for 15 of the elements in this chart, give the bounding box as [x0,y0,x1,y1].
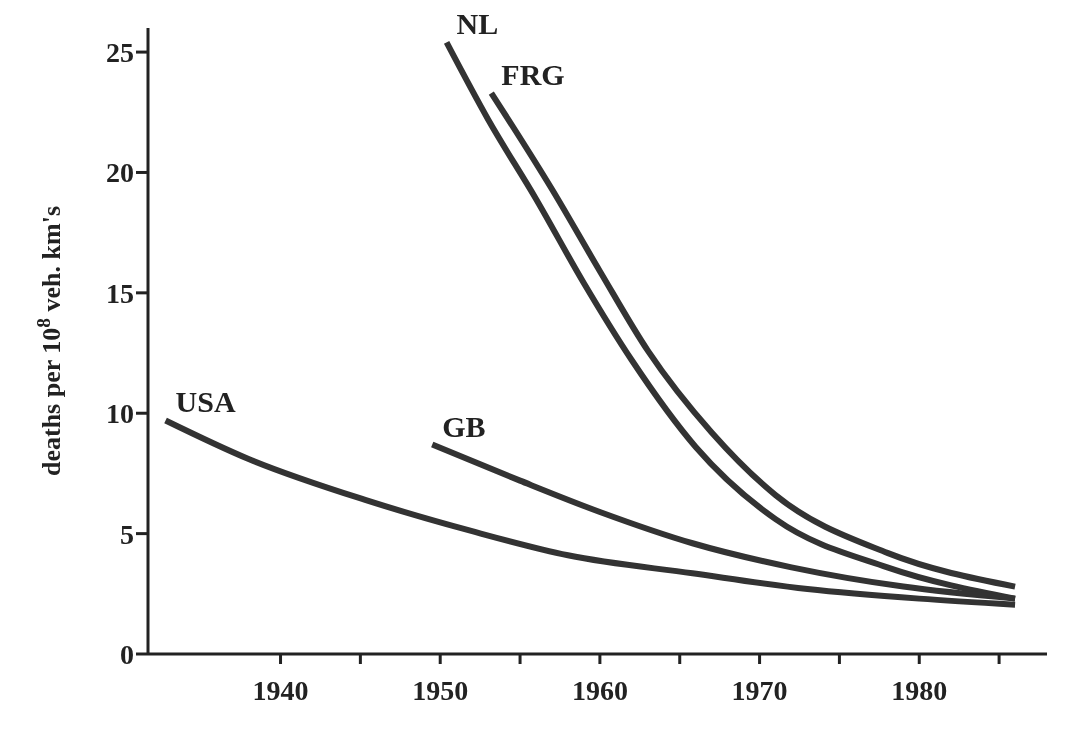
x-tick-label: 1950 [412,674,469,706]
series-label: GB [442,409,486,443]
y-tick-label: 10 [106,398,134,430]
x-tick-label: 1940 [252,674,309,706]
x-tick-label: 1980 [891,674,948,706]
series-label: USA [175,385,236,419]
series-label: FRG [501,58,565,92]
y-tick-label: 25 [106,37,134,69]
y-tick-label: 0 [120,638,134,670]
x-tick-label: 1970 [731,674,788,706]
y-tick-label: 5 [120,518,134,550]
y-tick-label: 20 [106,157,134,189]
series-label: NL [456,7,499,41]
y-tick-label: 15 [106,277,134,309]
x-tick-label: 1960 [571,674,628,706]
